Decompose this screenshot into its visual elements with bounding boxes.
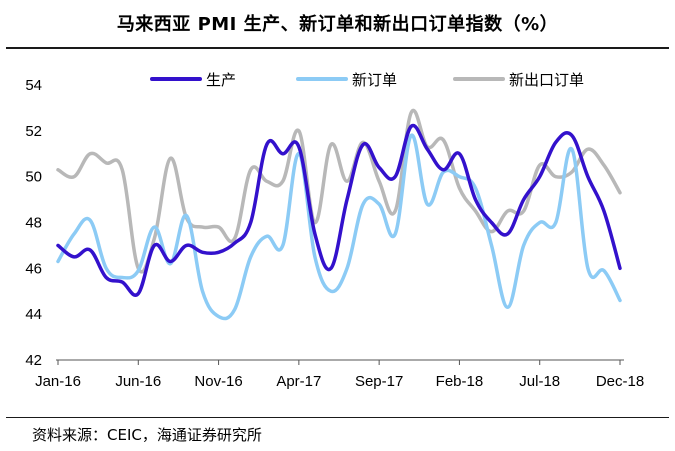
y-tick-label: 50 (25, 169, 42, 186)
y-tick-label: 46 (25, 260, 42, 277)
x-tick-label: Nov-16 (194, 373, 242, 390)
legend-item-new-orders: 新订单 (296, 71, 397, 89)
x-tick-label: Sep-17 (355, 373, 403, 390)
source-note: 资料来源：CEIC，海通证券研究所 (32, 426, 262, 444)
legend-item-production: 生产 (150, 71, 236, 89)
y-tick-label: 48 (25, 215, 42, 232)
chart-title: 马来西亚 PMI 生产、新订单和新出口订单指数（%） (116, 14, 559, 35)
bottom-rule (6, 417, 669, 418)
x-tick-label: Jun-16 (115, 373, 161, 390)
legend: 生产 新订单 新出口订单 (150, 71, 584, 89)
x-tick-label: Dec-18 (596, 373, 644, 390)
x-tick-label: Jan-16 (35, 373, 81, 390)
x-tick-label: Jul-18 (519, 373, 560, 390)
x-tick-label: Feb-18 (436, 373, 484, 390)
y-tick-label: 44 (25, 306, 42, 323)
y-tick-label: 52 (25, 123, 42, 140)
y-axis-ticks: 42 44 46 48 50 52 54 (25, 77, 42, 369)
series-line-new-orders (56, 133, 622, 321)
legend-item-new-export-orders: 新出口订单 (453, 71, 584, 89)
legend-label: 生产 (206, 71, 236, 89)
legend-label: 新订单 (352, 71, 397, 89)
series-line-production (56, 123, 622, 297)
y-tick-label: 54 (25, 77, 42, 94)
legend-label: 新出口订单 (509, 71, 584, 89)
top-rule (6, 47, 669, 49)
x-axis-ticks: Jan-16 Jun-16 Nov-16 Apr-17 Sep-17 Feb-18 Jul-… (35, 360, 644, 390)
x-tick-label: Apr-17 (276, 373, 321, 390)
series-lines (56, 108, 622, 321)
y-tick-label: 42 (25, 352, 42, 369)
